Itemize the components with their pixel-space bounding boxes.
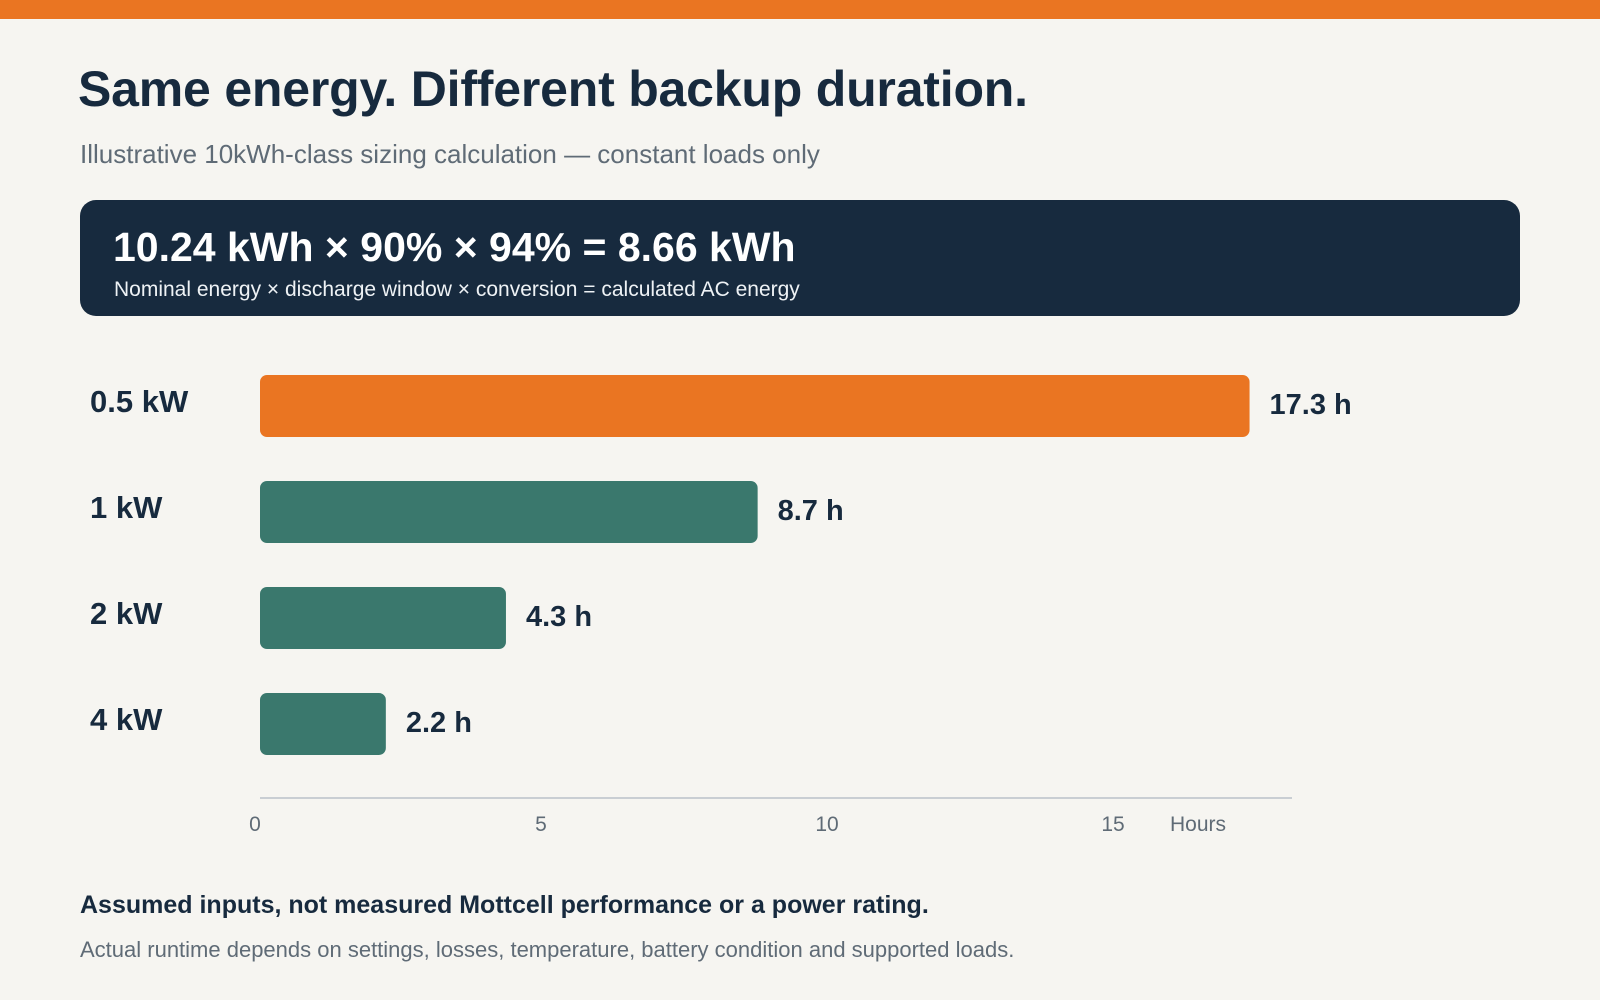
- x-tick-label-4: 15: [1101, 813, 1124, 836]
- category-label-1: 0.5 kW: [90, 384, 189, 419]
- bar-1: [260, 375, 1250, 437]
- category-label-3: 2 kW: [90, 596, 163, 631]
- value-label-2: 8.7 h: [778, 495, 844, 527]
- page-subtitle: Illustrative 10kWh-class sizing calculat…: [80, 139, 820, 169]
- x-tick-label-3: 10: [815, 813, 838, 836]
- x-axis-title: Hours: [1170, 813, 1226, 836]
- footnote-title: Assumed inputs, not measured Mottcell pe…: [80, 891, 929, 919]
- footnote-text: Actual runtime depends on settings, loss…: [80, 937, 1015, 962]
- category-label-4: 4 kW: [90, 702, 163, 737]
- top-accent-stripe: [0, 0, 1600, 19]
- x-tick-label-2: 5: [535, 813, 547, 836]
- formula-caption: Nominal energy × discharge window × conv…: [114, 278, 800, 301]
- formula-panel: 10.24 kWh × 90% × 94% = 8.66 kWh Nominal…: [80, 200, 1520, 316]
- formula-equation: 10.24 kWh × 90% × 94% = 8.66 kWh: [113, 224, 796, 270]
- bar-2: [260, 481, 758, 543]
- page-title: Same energy. Different backup duration.: [78, 61, 1028, 117]
- category-label-2: 1 kW: [90, 490, 163, 525]
- bar-3: [260, 587, 506, 649]
- runtime-bar-chart: 0.5 kW 17.3 h 1 kW 8.7 h 2 kW 4.3 h 4 kW 2.2 h 0…: [90, 375, 1352, 836]
- value-label-3: 4.3 h: [526, 601, 592, 633]
- value-label-4: 2.2 h: [406, 707, 472, 739]
- value-label-1: 17.3 h: [1270, 389, 1352, 421]
- x-tick-label-1: 0: [249, 813, 261, 836]
- bar-4: [260, 693, 386, 755]
